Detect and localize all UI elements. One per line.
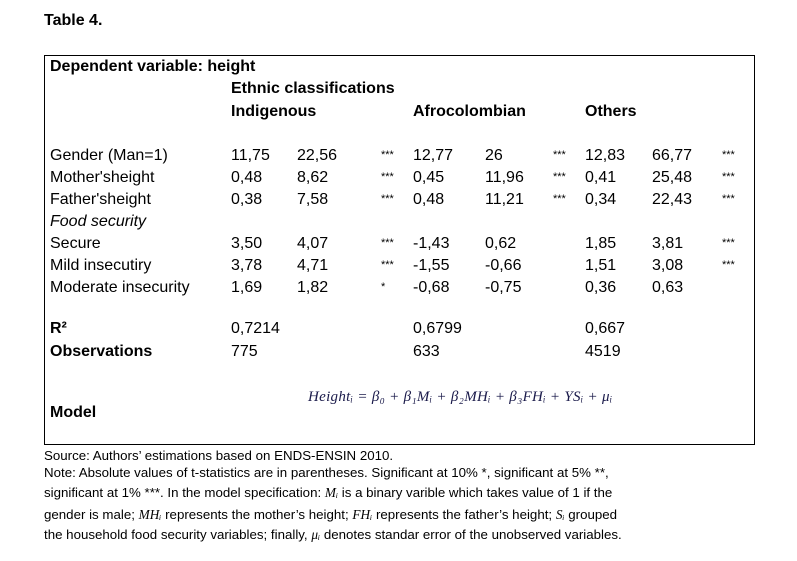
note-line-4-b: denotes standar error of the unobserved … bbox=[323, 527, 622, 542]
observations-label: Observations bbox=[50, 343, 153, 360]
note-line-3-c: represents the father’s height; bbox=[375, 507, 553, 522]
table-cell: 11,21 bbox=[485, 191, 524, 208]
model-formula: Heightᵢ = β₀ + β₁Mᵢ + β₂MHᵢ + β₃FHᵢ + ΥS… bbox=[308, 389, 613, 405]
table-cell: 0,48 bbox=[231, 169, 263, 186]
table-cell: 1,51 bbox=[585, 257, 617, 274]
row-label: Secure bbox=[50, 235, 101, 252]
table-cell: 1,82 bbox=[297, 279, 329, 296]
table-cell: 12,77 bbox=[413, 147, 454, 164]
significance-stars: *** bbox=[553, 171, 566, 183]
r2-afrocolombian: 0,6799 bbox=[413, 320, 462, 337]
significance-stars: *** bbox=[381, 149, 394, 161]
group-header-others: Others bbox=[585, 103, 637, 120]
significance-stars: * bbox=[381, 281, 386, 293]
significance-stars: *** bbox=[553, 193, 566, 205]
table-cell: 0,38 bbox=[231, 191, 263, 208]
table-cell: 3,81 bbox=[652, 235, 684, 252]
table-cell: 0,45 bbox=[413, 169, 445, 186]
row-label: Mild insecutiry bbox=[50, 257, 152, 274]
table-cell: 66,77 bbox=[652, 147, 693, 164]
note-line-3: gender is male; MHᵢ represents the mothe… bbox=[44, 505, 617, 525]
significance-stars: *** bbox=[722, 237, 735, 249]
obs-indigenous: 775 bbox=[231, 343, 258, 360]
r2-label: R² bbox=[50, 320, 67, 337]
significance-stars: *** bbox=[381, 259, 394, 271]
table-cell: 1,69 bbox=[231, 279, 263, 296]
table-cell: 0,36 bbox=[585, 279, 617, 296]
significance-stars: *** bbox=[722, 149, 735, 161]
note-line-2-b: is a binary varible which takes value of… bbox=[341, 485, 613, 500]
table-cell: 12,83 bbox=[585, 147, 626, 164]
dependent-variable-label: Dependent variable: height bbox=[50, 58, 256, 75]
symbol-s: Sᵢ bbox=[555, 507, 565, 522]
group-header-indigenous: Indigenous bbox=[231, 103, 317, 120]
note-line-1: Note: Absolute values of t-statistics ar… bbox=[44, 465, 609, 480]
note-line-3-d: grouped bbox=[568, 507, 618, 522]
table-cell: 0,41 bbox=[585, 169, 617, 186]
table-title: Table 4. bbox=[44, 12, 103, 29]
ethnic-classifications-label: Ethnic classifications bbox=[231, 80, 395, 97]
note-line-3-a: gender is male; bbox=[44, 507, 135, 522]
table-cell: 1,85 bbox=[585, 235, 617, 252]
table-cell: 4,71 bbox=[297, 257, 329, 274]
row-label: Food security bbox=[50, 213, 147, 230]
table-cell: 22,43 bbox=[652, 191, 693, 208]
note-line-3-b: represents the mother’s height; bbox=[165, 507, 349, 522]
note-line-4: the household food security variables; f… bbox=[44, 525, 622, 545]
significance-stars: *** bbox=[381, 171, 394, 183]
row-label: Mother'sheight bbox=[50, 169, 155, 186]
table-cell: 22,56 bbox=[297, 147, 338, 164]
obs-afrocolombian: 633 bbox=[413, 343, 440, 360]
model-label: Model bbox=[50, 404, 97, 421]
table-cell: 3,78 bbox=[231, 257, 263, 274]
table-cell: 7,58 bbox=[297, 191, 329, 208]
symbol-m: Mᵢ bbox=[324, 485, 339, 500]
table-cell: -1,43 bbox=[413, 235, 450, 252]
symbol-mh: MHᵢ bbox=[138, 507, 162, 522]
table-cell: 3,08 bbox=[652, 257, 684, 274]
table-cell: 11,96 bbox=[485, 169, 524, 186]
table-cell: 26 bbox=[485, 147, 503, 164]
significance-stars: *** bbox=[381, 237, 394, 249]
table-cell: 0,62 bbox=[485, 235, 517, 252]
table-cell: 8,62 bbox=[297, 169, 329, 186]
table-cell: 3,50 bbox=[231, 235, 263, 252]
table-cell: -0,66 bbox=[485, 257, 522, 274]
source-note: Source: Authors’ estimations based on EN… bbox=[44, 448, 394, 463]
row-label: Father'sheight bbox=[50, 191, 151, 208]
significance-stars: *** bbox=[553, 149, 566, 161]
table-cell: -0,68 bbox=[413, 279, 450, 296]
table-cell: 11,75 bbox=[231, 147, 270, 164]
note-line-4-a: the household food security variables; f… bbox=[44, 527, 308, 542]
table-cell: 0,34 bbox=[585, 191, 617, 208]
significance-stars: *** bbox=[722, 259, 735, 271]
table-box bbox=[44, 55, 755, 445]
significance-stars: *** bbox=[722, 171, 735, 183]
table-cell: -0,75 bbox=[485, 279, 522, 296]
note-line-2-a: significant at 1% ***. In the model spec… bbox=[44, 485, 322, 500]
symbol-fh: FHᵢ bbox=[352, 507, 373, 522]
table-cell: 0,63 bbox=[652, 279, 684, 296]
r2-indigenous: 0,7214 bbox=[231, 320, 280, 337]
group-header-afrocolombian: Afrocolombian bbox=[413, 103, 526, 120]
table-cell: -1,55 bbox=[413, 257, 450, 274]
symbol-mu: μᵢ bbox=[311, 527, 321, 542]
note-line-2: significant at 1% ***. In the model spec… bbox=[44, 483, 612, 503]
table-cell: 0,48 bbox=[413, 191, 445, 208]
table-cell: 25,48 bbox=[652, 169, 693, 186]
significance-stars: *** bbox=[381, 193, 394, 205]
significance-stars: *** bbox=[722, 193, 735, 205]
obs-others: 4519 bbox=[585, 343, 621, 360]
r2-others: 0,667 bbox=[585, 320, 626, 337]
table-cell: 4,07 bbox=[297, 235, 329, 252]
row-label: Moderate insecurity bbox=[50, 279, 190, 296]
row-label: Gender (Man=1) bbox=[50, 147, 168, 164]
